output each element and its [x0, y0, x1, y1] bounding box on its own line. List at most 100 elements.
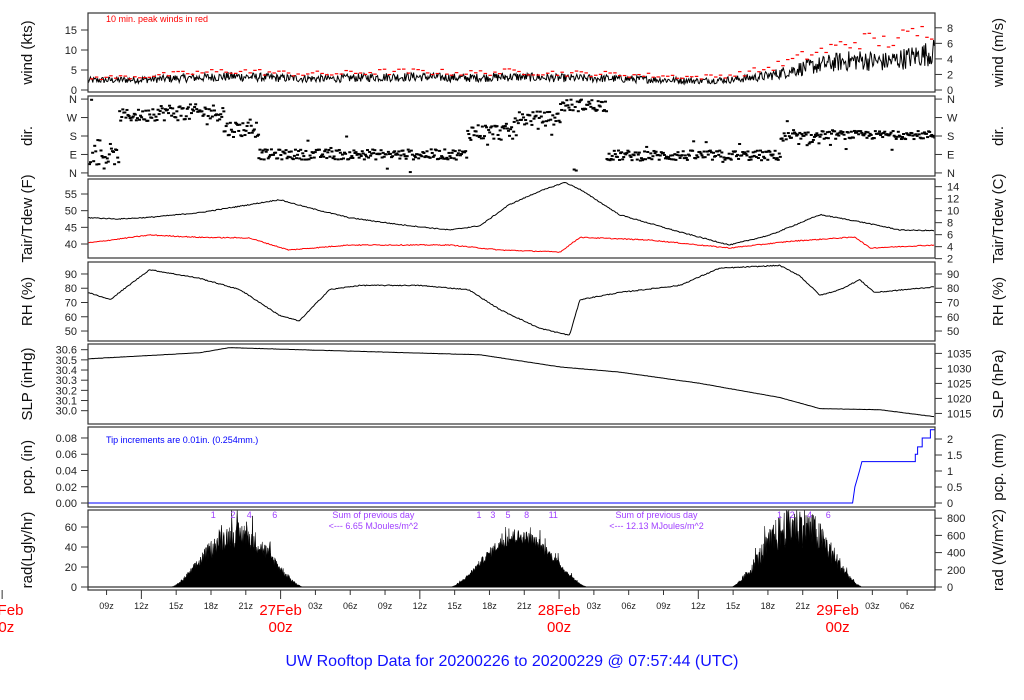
- dir-point: [294, 157, 298, 160]
- dir-point: [702, 150, 706, 153]
- dir-point: [104, 161, 108, 164]
- dir-point: [851, 136, 855, 139]
- dir-point: [478, 134, 482, 137]
- dir-point: [734, 155, 738, 158]
- dir-point: [211, 104, 215, 107]
- dir-point: [696, 156, 700, 159]
- right-y-tick-label: 1.5: [947, 450, 962, 462]
- dir-point: [118, 110, 122, 113]
- dir-point: [643, 150, 647, 153]
- dir-point: [844, 148, 848, 151]
- dir-point: [378, 152, 382, 155]
- dir-point: [644, 158, 648, 161]
- dir-point: [157, 113, 161, 116]
- dir-point: [843, 138, 847, 141]
- dir-point: [730, 153, 734, 156]
- dir-point: [115, 149, 119, 152]
- dir-point: [163, 108, 167, 111]
- dir-point: [171, 107, 175, 110]
- dir-point: [810, 140, 814, 143]
- dir-point: [179, 114, 183, 117]
- right-y-tick-label: 200: [947, 565, 965, 577]
- dir-point: [743, 151, 747, 154]
- y-tick-label: 30.1: [56, 396, 77, 408]
- dir-point: [337, 148, 341, 151]
- rad-hour-label: 3: [490, 510, 495, 520]
- dir-point: [562, 102, 566, 105]
- dir-point: [90, 98, 94, 101]
- dir-point: [268, 154, 272, 157]
- daily-sum-value: <--- 6.65 MJoules/m^2: [329, 521, 419, 531]
- dir-point: [325, 157, 329, 160]
- dir-point: [200, 110, 204, 113]
- dir-point: [156, 108, 160, 111]
- dir-point: [160, 107, 164, 110]
- dir-point: [453, 150, 457, 153]
- dir-point: [227, 133, 231, 136]
- dir-point: [628, 154, 632, 157]
- dir-point: [293, 148, 297, 151]
- dir-point: [855, 131, 859, 134]
- dir-point: [602, 109, 606, 112]
- dir-point: [860, 131, 864, 134]
- dir-point: [408, 171, 412, 174]
- dir-point: [528, 114, 532, 117]
- y-tick-label: 0.04: [56, 465, 77, 477]
- dir-point: [557, 119, 561, 122]
- dir-point: [441, 156, 445, 159]
- dir-point: [535, 110, 539, 113]
- dir-point: [252, 128, 256, 131]
- dir-point: [336, 158, 340, 161]
- plot-area-dir: [88, 98, 935, 174]
- dir-point: [467, 133, 471, 136]
- y-tick-label: 70: [65, 297, 77, 309]
- dir-point: [250, 131, 254, 134]
- y-axis-label: Tair/Tdew (F): [19, 174, 36, 262]
- dir-point: [391, 155, 395, 158]
- dir-point: [814, 135, 818, 138]
- dir-point: [424, 155, 428, 158]
- dir-point: [123, 111, 127, 114]
- y-tick-label: 0: [71, 85, 77, 97]
- dir-point: [834, 137, 838, 140]
- dir-point: [431, 155, 435, 158]
- dir-point: [194, 103, 198, 106]
- rh-series-rh: [88, 264, 935, 336]
- dir-point: [891, 130, 895, 133]
- dir-point: [449, 156, 453, 159]
- dir-point: [687, 154, 691, 157]
- y-tick-label: 60: [65, 312, 77, 324]
- plot-area-slp: [88, 347, 935, 418]
- dir-point: [381, 151, 385, 154]
- panel-pcp: 0.00 0.02 0.04 0.06 0.08 0 0.5 1 1.5 2 pcp. (in) pc…: [19, 426, 1007, 510]
- dir-point: [98, 139, 102, 142]
- dir-point: [331, 157, 335, 160]
- dir-point: [678, 156, 682, 159]
- dir-point: [379, 149, 383, 152]
- dir-point: [313, 151, 317, 154]
- dir-point: [106, 160, 110, 163]
- dir-point: [411, 158, 415, 161]
- dir-point: [656, 153, 660, 156]
- y-tick-label: 0.08: [56, 433, 77, 445]
- dir-point: [805, 144, 809, 147]
- dir-point: [141, 110, 145, 113]
- dir-point: [632, 154, 636, 157]
- dir-point: [485, 126, 489, 129]
- dir-point: [866, 131, 870, 134]
- dir-point: [274, 151, 278, 154]
- right-y-tick-label: 2: [947, 69, 953, 81]
- dir-point: [491, 133, 495, 136]
- dir-point: [396, 153, 400, 156]
- dir-point: [639, 157, 643, 160]
- dir-point: [618, 158, 622, 161]
- dir-point: [452, 157, 456, 160]
- x-day-label: 27Feb: [259, 602, 302, 619]
- y-tick-label: 50: [65, 326, 77, 338]
- dir-point: [910, 132, 914, 135]
- x-tick-label: 03z: [865, 601, 880, 611]
- y-tick-label: 15: [65, 25, 77, 37]
- dir-point: [711, 151, 715, 154]
- dir-point: [833, 130, 837, 133]
- dir-point: [136, 108, 140, 111]
